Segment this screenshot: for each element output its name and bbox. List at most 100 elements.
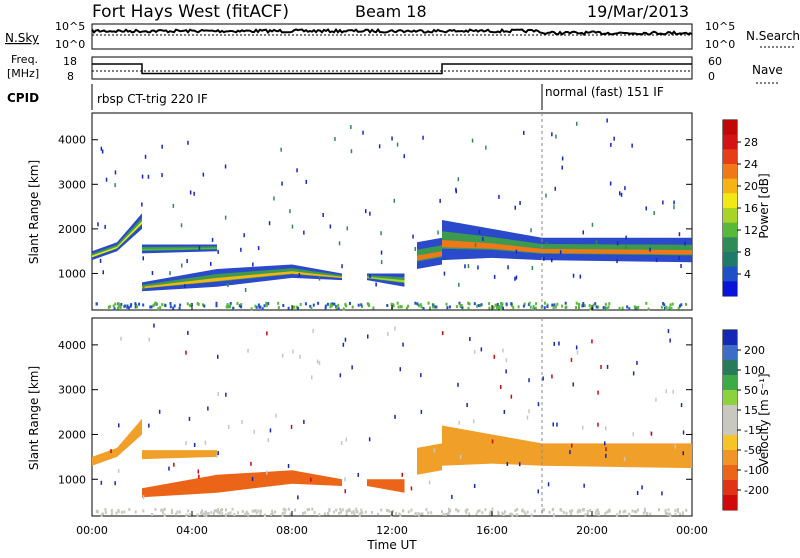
power-bands [92,213,692,311]
ground-scatter-speck [435,305,438,309]
noise-right-tick-bottom: 10^0 [705,38,735,51]
scatter-speck [555,134,557,139]
scatter-speck [187,330,189,335]
ground-scatter-speck [501,511,504,515]
ground-scatter-speck [618,306,621,310]
ground-scatter-speck [345,509,348,513]
scatter-speck [266,470,268,475]
scatter-speck [375,282,377,287]
scatter-speck [345,437,347,442]
ground-scatter-speck [446,512,449,516]
ground-scatter-speck [421,512,424,516]
scatter-speck [207,406,209,411]
noise-right-tick-top: 10^5 [705,20,735,33]
ground-scatter-speck [224,513,227,517]
ground-scatter-speck [263,513,266,517]
ground-scatter-speck [554,305,557,309]
ground-scatter-speck [391,509,394,513]
ground-scatter-speck [667,508,670,512]
ground-scatter-speck [359,511,362,515]
colorbar-tick-label: 4 [744,268,751,281]
scatter-speck [515,275,518,280]
ground-scatter-speck [459,303,462,307]
ground-scatter-speck [326,302,329,306]
scatter-speck [500,385,502,389]
ground-scatter-speck [484,508,487,512]
scatter-speck [467,264,470,269]
scatter-speck [505,369,507,374]
scatter-speck [281,353,284,358]
scatter-speck [605,453,607,458]
scatter-speck [545,193,547,198]
ground-scatter-speck [517,305,520,309]
ground-scatter-speck [277,306,280,310]
ground-scatter-speck [468,512,471,516]
ground-scatter-speck [429,306,431,310]
scatter-speck [582,230,584,235]
ground-scatter-speck [317,301,320,305]
power-band-core [442,240,692,255]
power-y-ticks: 1000 2000 3000 4000 [58,134,692,280]
scatter-speck [526,415,529,420]
ground-scatter-speck [215,301,218,305]
freq-left-tick-bottom: 8 [67,70,74,83]
ground-scatter-speck [241,509,244,513]
ground-scatter-speck [95,509,98,513]
scatter-speck [556,422,558,427]
scatter-speck [645,206,647,211]
ground-scatter-speck [577,508,580,512]
ground-scatter-speck [190,302,193,306]
scatter-speck [141,202,143,207]
ground-scatter-speck [551,303,554,307]
ground-scatter-speck [265,304,268,308]
scatter-speck [380,260,383,265]
ground-scatter-speck [440,510,443,514]
ground-scatter-speck [523,302,526,306]
ground-scatter-speck [215,304,218,308]
ground-scatter-speck [422,307,425,311]
ground-scatter-speck [101,512,104,516]
ground-scatter-speck [546,305,549,308]
scatter-speck [350,125,352,129]
ground-scatter-speck [329,302,332,306]
colorbar-swatch [723,266,737,282]
ground-scatter-speck [619,510,621,514]
scatter-speck [341,264,343,269]
noise-left-label: N.Sky [5,31,39,45]
ground-scatter-speck [188,513,191,516]
ground-scatter-speck [157,307,160,311]
scatter-speck [151,271,154,275]
scatter-speck [268,221,271,226]
ground-scatter-speck [628,307,631,311]
ground-scatter-speck [361,511,364,515]
ground-scatter-speck [492,306,495,310]
scatter-speck [158,409,161,414]
ground-scatter-speck [120,303,123,306]
scatter-speck [606,118,608,123]
ground-scatter-speck [364,510,367,514]
scatter-speck [433,448,436,453]
ground-scatter-speck [606,510,609,514]
ground-scatter-speck [207,512,210,515]
ground-scatter-speck [163,507,166,511]
ground-scatter-speck [631,509,634,513]
colorbar-swatch [723,360,737,376]
ground-scatter-speck [543,301,546,305]
velocity-band [442,425,692,469]
ground-scatter-speck [348,508,351,512]
scatter-speck [469,337,471,341]
ground-scatter-speck [342,307,345,311]
scatter-speck [572,273,575,278]
colorbar-tick-label: 24 [744,158,758,171]
ground-scatter-speck [309,304,312,308]
ground-scatter-speck [419,303,422,307]
ground-scatter-speck [339,507,342,511]
ground-scatter-speck [159,306,162,309]
ground-scatter-speck [259,512,262,516]
scatter-speck [572,382,574,387]
ground-scatter-speck [529,305,532,309]
ground-scatter-speck [255,305,258,309]
scatter-speck [148,423,150,428]
scatter-speck [537,489,539,494]
scatter-speck [507,265,509,270]
